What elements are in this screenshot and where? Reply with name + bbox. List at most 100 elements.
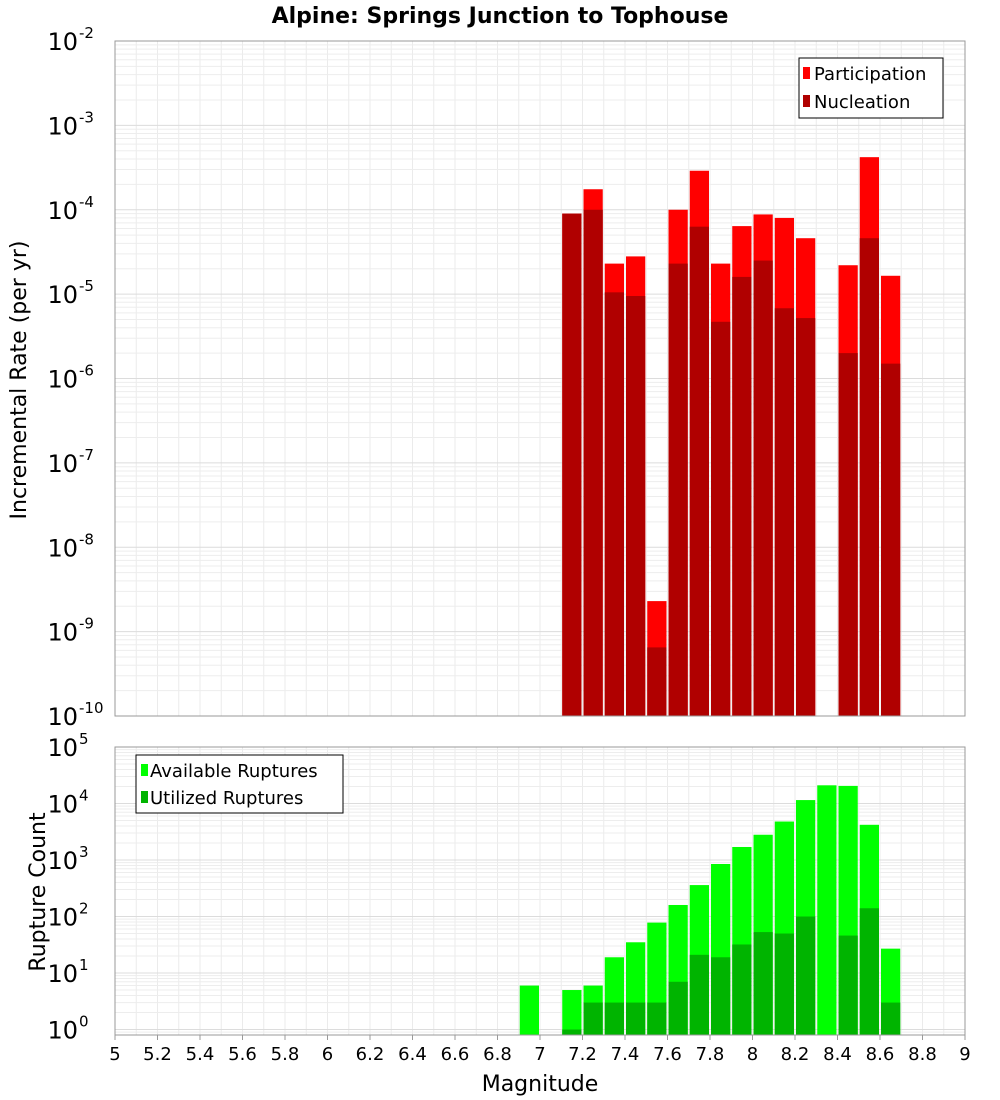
utilized-ruptures-bar bbox=[859, 908, 879, 1035]
nucleation-bar bbox=[732, 276, 752, 716]
nucleation-bar bbox=[647, 647, 667, 716]
rate-y-tick-label: 10 -6 bbox=[47, 362, 94, 394]
rupture-y-tick-label: 10 1 bbox=[47, 956, 88, 988]
nucleation-bar bbox=[583, 209, 603, 716]
rate-y-tick-label: 10 -2 bbox=[47, 24, 94, 56]
rupture-y-tick-label: 10 4 bbox=[47, 787, 88, 819]
rate-y-tick-label: 10 -3 bbox=[47, 108, 94, 140]
x-tick-label: 6.2 bbox=[356, 1044, 385, 1065]
available-ruptures-bar bbox=[519, 985, 539, 1035]
rupture-y-tick-label: 10 2 bbox=[47, 900, 88, 932]
rupture-legend-box bbox=[135, 754, 344, 814]
rate-y-axis-label: Incremental Rate (per yr) bbox=[7, 241, 32, 520]
rate-y-tick-label: 10 -9 bbox=[47, 615, 94, 647]
rate-y-tick-exponent: -8 bbox=[79, 530, 94, 548]
nucleation-bar bbox=[562, 213, 582, 717]
nucleation-bar bbox=[753, 260, 773, 716]
x-tick-label: 5.6 bbox=[228, 1044, 257, 1065]
utilized-ruptures-bar bbox=[881, 1002, 901, 1035]
x-tick-label: 7 bbox=[534, 1044, 545, 1065]
x-tick-label: 8.8 bbox=[908, 1044, 937, 1065]
rupture-y-tick-label: 10 5 bbox=[47, 730, 88, 762]
rupture-y-tick-base: 10 bbox=[47, 847, 78, 875]
x-tick-label: 6.6 bbox=[441, 1044, 470, 1065]
rate-y-tick-exponent: -4 bbox=[79, 193, 94, 211]
utilized-ruptures-bar bbox=[562, 1029, 582, 1035]
nucleation-bar bbox=[796, 318, 816, 716]
utilized-ruptures-bar bbox=[689, 954, 709, 1035]
utilized-ruptures-bar bbox=[711, 957, 731, 1035]
rate-y-tick-base: 10 bbox=[47, 28, 78, 56]
x-tick-label: 7.4 bbox=[611, 1044, 640, 1065]
x-tick-label: 5.2 bbox=[143, 1044, 172, 1065]
magnitude-x-ticks: 5 5.2 5.4 5.6 5.8 6 6.2 6.4 6.6 6.8 7 7.2 7.4 7.6 7.8 8… bbox=[109, 1035, 971, 1065]
utilized-ruptures-bar bbox=[796, 916, 816, 1035]
rate-y-tick-base: 10 bbox=[47, 197, 78, 225]
rupture-y-tick-exponent: 3 bbox=[79, 843, 89, 861]
rupture-y-tick-base: 10 bbox=[47, 960, 78, 988]
rate-y-tick-exponent: -9 bbox=[79, 615, 94, 633]
utilized-ruptures-bar bbox=[838, 935, 858, 1035]
rupture-y-tick-exponent: 5 bbox=[79, 730, 89, 748]
rupture-y-axis-label: Rupture Count bbox=[26, 812, 51, 972]
rate-plot-gridlines bbox=[114, 41, 966, 717]
nucleation-legend-swatch bbox=[803, 95, 810, 107]
rupture-y-tick-exponent: 2 bbox=[79, 900, 89, 918]
rupture-y-tick-exponent: 1 bbox=[79, 956, 89, 974]
rate-y-tick-base: 10 bbox=[47, 703, 78, 731]
rate-y-tick-base: 10 bbox=[47, 112, 78, 140]
rupture-legend: Available Ruptures Utilized Ruptures bbox=[135, 754, 344, 814]
x-tick-label: 8.4 bbox=[823, 1044, 852, 1065]
utilized-ruptures-legend-swatch bbox=[141, 791, 148, 803]
utilized-ruptures-bar bbox=[583, 1002, 603, 1035]
nucleation-bar bbox=[859, 238, 879, 716]
utilized-ruptures-bar bbox=[647, 1002, 667, 1035]
utilized-ruptures-bar bbox=[626, 1002, 646, 1035]
x-tick-label: 7.8 bbox=[696, 1044, 725, 1065]
x-tick-label: 6.4 bbox=[398, 1044, 427, 1065]
participation-legend-label: Participation bbox=[814, 64, 926, 85]
rupture-y-tick-base: 10 bbox=[47, 734, 78, 762]
x-tick-label: 8.6 bbox=[866, 1044, 895, 1065]
x-tick-label: 5 bbox=[109, 1044, 120, 1065]
rate-legend: Participation Nucleation bbox=[798, 57, 944, 119]
magnitude-x-axis-label: Magnitude bbox=[482, 1072, 599, 1097]
available-ruptures-legend-swatch bbox=[141, 764, 148, 776]
rate-plot-border bbox=[114, 40, 966, 717]
utilized-ruptures-legend-label: Utilized Ruptures bbox=[150, 788, 303, 809]
available-ruptures-bar bbox=[562, 990, 582, 1035]
nucleation-legend-label: Nucleation bbox=[814, 92, 910, 113]
available-ruptures-bar bbox=[817, 785, 837, 1035]
rate-plot-bars bbox=[562, 157, 901, 717]
x-tick-label: 6 bbox=[322, 1044, 333, 1065]
rate-y-tick-label: 10 -5 bbox=[47, 277, 94, 309]
rate-y-tick-exponent: -3 bbox=[79, 108, 94, 126]
rupture-plot-bars bbox=[519, 785, 901, 1035]
participation-legend-swatch bbox=[803, 67, 810, 79]
rupture-y-tick-base: 10 bbox=[47, 1017, 78, 1045]
rate-y-tick-base: 10 bbox=[47, 366, 78, 394]
available-ruptures-legend-label: Available Ruptures bbox=[150, 761, 318, 782]
rate-y-tick-exponent: -6 bbox=[79, 362, 94, 380]
nucleation-bar bbox=[711, 321, 731, 716]
rupture-y-tick-exponent: 0 bbox=[79, 1013, 89, 1031]
x-tick-label: 9 bbox=[959, 1044, 970, 1065]
rate-y-tick-label: 10 -4 bbox=[47, 193, 94, 225]
x-tick-label: 8.2 bbox=[781, 1044, 810, 1065]
rate-y-tick-exponent: -10 bbox=[79, 699, 104, 717]
x-tick-label: 8 bbox=[747, 1044, 758, 1065]
rate-y-tick-exponent: -5 bbox=[79, 277, 94, 295]
rate-y-tick-label: 10 -10 bbox=[47, 699, 103, 731]
rupture-y-tick-label: 10 0 bbox=[47, 1013, 88, 1045]
rate-y-tick-exponent: -2 bbox=[79, 24, 94, 42]
nucleation-bar bbox=[604, 292, 624, 716]
x-tick-label: 5.4 bbox=[186, 1044, 215, 1065]
rate-y-tick-base: 10 bbox=[47, 281, 78, 309]
rate-y-tick-exponent: -7 bbox=[79, 446, 94, 464]
rupture-y-tick-base: 10 bbox=[47, 791, 78, 819]
rupture-y-tick-exponent: 4 bbox=[79, 787, 89, 805]
utilized-ruptures-bar bbox=[732, 944, 752, 1035]
